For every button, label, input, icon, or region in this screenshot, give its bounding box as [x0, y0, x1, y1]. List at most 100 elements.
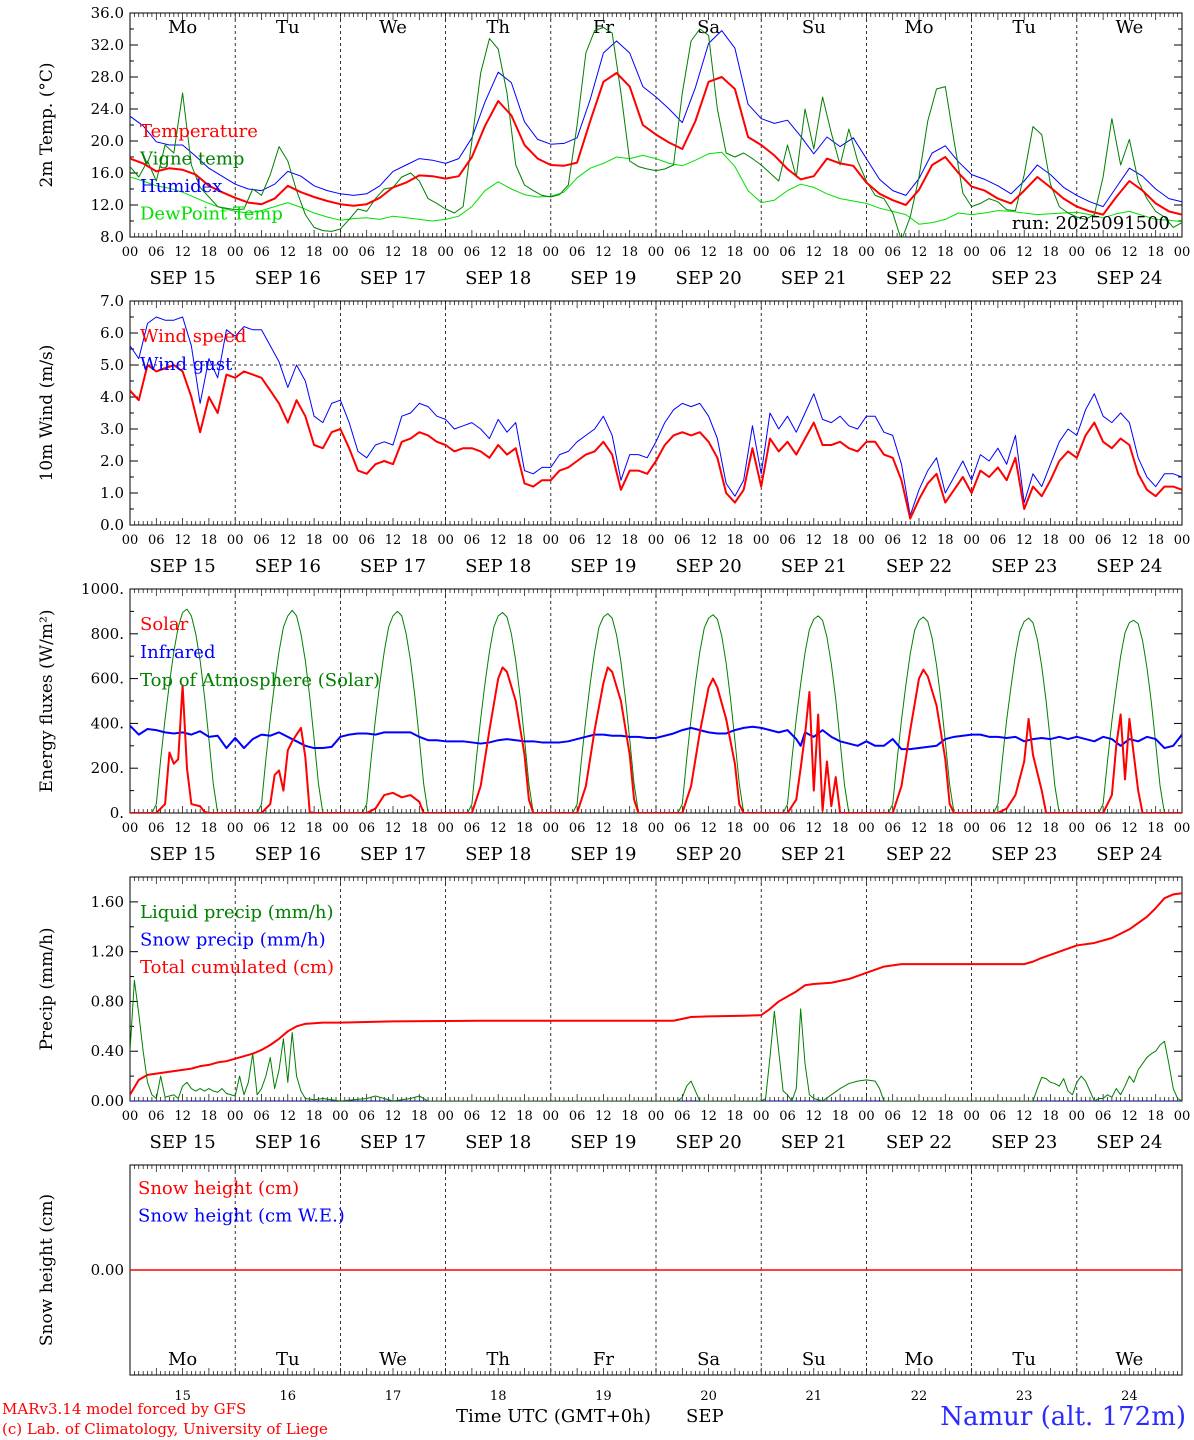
day-number-label: 18 [490, 1389, 507, 1404]
lab-credit-text: (c) Lab. of Climatology, University of L… [2, 1420, 328, 1438]
hour-tick-label: 18 [1147, 821, 1164, 836]
hour-tick-label: 18 [1042, 1109, 1059, 1124]
date-label: SEP 16 [255, 556, 321, 577]
date-label: SEP 17 [360, 1132, 426, 1153]
hour-tick-label: 06 [464, 1109, 481, 1124]
hour-tick-label: 18 [621, 821, 638, 836]
hour-tick-label: 18 [201, 1109, 218, 1124]
hour-tick-label: 12 [1016, 245, 1033, 260]
hour-tick-label: 12 [1121, 533, 1138, 548]
hour-tick-label: 06 [253, 533, 270, 548]
date-label: SEP 19 [570, 556, 636, 577]
weekday-label: Tu [1012, 1349, 1036, 1370]
hour-tick-label: 12 [385, 821, 402, 836]
hour-tick-label: 18 [516, 1109, 533, 1124]
hour-tick-label: 06 [674, 821, 691, 836]
hour-tick-label: 18 [937, 821, 954, 836]
date-label: SEP 20 [675, 268, 741, 289]
plot-frame [129, 300, 1183, 526]
hour-tick-label: 06 [569, 245, 586, 260]
date-label: SEP 22 [886, 556, 952, 577]
legend-entry: Snow height (cm) [138, 1178, 299, 1199]
date-label: SEP 22 [886, 1132, 952, 1153]
weekday-label: Sa [697, 17, 720, 38]
legend-entry: Snow precip (mm/h) [140, 930, 326, 951]
legend-entry: Top of Atmosphere (Solar) [140, 670, 380, 691]
hour-tick-label: 06 [674, 1109, 691, 1124]
hour-tick-label: 12 [490, 821, 507, 836]
hour-tick-label: 12 [490, 533, 507, 548]
hour-tick-label: 06 [358, 821, 375, 836]
hour-tick-label: 18 [306, 533, 323, 548]
date-label: SEP 16 [255, 844, 321, 865]
hour-tick-label: 00 [858, 245, 875, 260]
hour-tick-label: 06 [674, 245, 691, 260]
day-number-label: 19 [595, 1389, 612, 1404]
weekday-label: Tu [1012, 17, 1036, 38]
hour-tick-label: 06 [569, 1109, 586, 1124]
hour-tick-label: 00 [437, 1109, 454, 1124]
hour-tick-label: 12 [280, 1109, 297, 1124]
hour-tick-label: 18 [411, 1109, 428, 1124]
hour-tick-label: 06 [358, 245, 375, 260]
hour-tick-label: 00 [1069, 533, 1086, 548]
series-line-total-cumulated-cm- [130, 892, 1182, 1096]
date-label: SEP 21 [781, 268, 847, 289]
plot-frame [129, 12, 1183, 238]
hour-tick-label: 06 [464, 245, 481, 260]
hour-tick-label: 00 [543, 1109, 560, 1124]
y-tick-label: 800. [91, 625, 124, 643]
weekday-label: Tu [276, 1349, 300, 1370]
day-number-label: 16 [280, 1389, 297, 1404]
weekday-label: Su [802, 1349, 826, 1370]
hour-tick-label: 06 [674, 533, 691, 548]
date-label: SEP 19 [570, 268, 636, 289]
series-group [130, 892, 1182, 1101]
y-tick-label: 24.0 [91, 100, 124, 118]
hour-tick-label: 12 [806, 245, 823, 260]
hour-tick-label: 18 [1042, 245, 1059, 260]
day-number-label: 23 [1016, 1389, 1033, 1404]
series-line-dewpoint-temp [130, 151, 1182, 225]
date-label: SEP 21 [781, 556, 847, 577]
date-label: SEP 15 [149, 268, 215, 289]
hour-tick-label: 00 [1069, 821, 1086, 836]
y-tick-label: 0.0 [100, 516, 124, 534]
hour-tick-label: 18 [832, 821, 849, 836]
hour-tick-label: 12 [1016, 821, 1033, 836]
hour-tick-label: 18 [1147, 1109, 1164, 1124]
hour-tick-label: 06 [253, 245, 270, 260]
series-group [130, 26, 1182, 237]
hour-tick-label: 00 [753, 245, 770, 260]
date-label: SEP 24 [1096, 268, 1162, 289]
date-label: SEP 18 [465, 268, 531, 289]
hour-tick-label: 00 [753, 821, 770, 836]
hour-tick-label: 00 [858, 533, 875, 548]
hour-tick-label: 18 [516, 533, 533, 548]
date-label: SEP 18 [465, 1132, 531, 1153]
date-label: SEP 20 [675, 844, 741, 865]
y-tick-label: 8.0 [100, 228, 124, 246]
y-tick-label: 4.0 [100, 388, 124, 406]
hour-tick-label: 12 [174, 533, 191, 548]
hour-tick-label: 12 [806, 1109, 823, 1124]
date-label: SEP 20 [675, 556, 741, 577]
hour-tick-label: 12 [280, 533, 297, 548]
legend-entry: Wind gust [140, 354, 233, 375]
hour-tick-label: 06 [1095, 821, 1112, 836]
date-label: SEP 19 [570, 1132, 636, 1153]
day-number-label: 22 [911, 1389, 928, 1404]
y-axis-label: Snow height (cm) [37, 1194, 57, 1346]
hour-tick-label: 00 [753, 533, 770, 548]
hour-tick-label: 00 [227, 1109, 244, 1124]
legend-entry: Temperature [140, 121, 258, 142]
hour-tick-label: 00 [332, 1109, 349, 1124]
date-label: SEP 21 [781, 1132, 847, 1153]
hour-tick-label: 18 [621, 533, 638, 548]
hour-tick-label: 18 [201, 821, 218, 836]
weekday-label: Mo [168, 1349, 197, 1370]
y-tick-label: 16.0 [91, 164, 124, 182]
y-tick-label: 36.0 [91, 4, 124, 22]
hour-tick-label: 18 [832, 1109, 849, 1124]
hour-tick-label: 18 [306, 1109, 323, 1124]
